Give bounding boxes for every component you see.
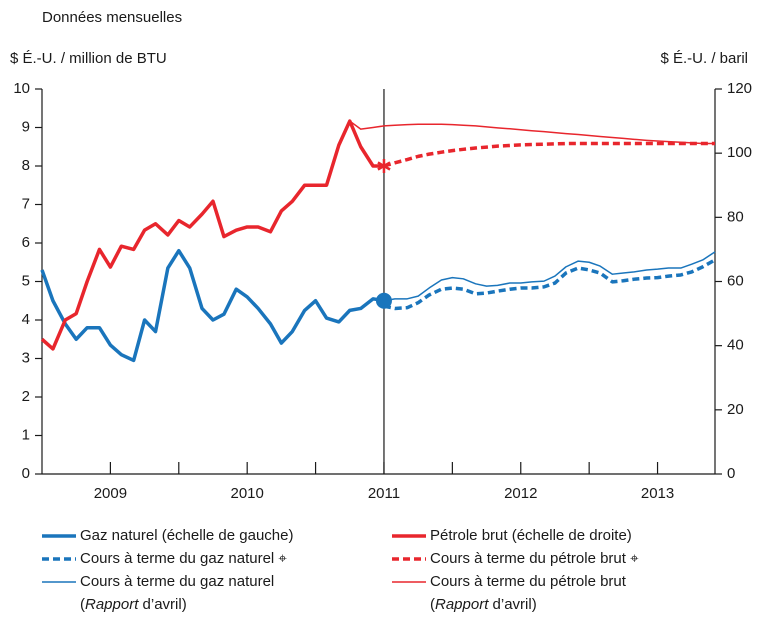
series-line: [40, 248, 385, 363]
y-tick-label: 7: [22, 195, 30, 212]
series-line: [349, 120, 715, 145]
subtitle: Données mensuelles: [42, 9, 182, 26]
y2-tick-label: 80: [727, 208, 744, 225]
y2-axis-title: $ É.-U. / baril: [660, 50, 748, 67]
y-tick-label: 9: [22, 118, 30, 135]
legend-label: Cours à terme du pétrole brut ⌖: [430, 550, 639, 567]
y-tick-label: 8: [22, 157, 30, 174]
y-tick-label: 5: [22, 272, 30, 289]
legend-note-part: Rapport: [435, 596, 489, 613]
series-line: [383, 141, 715, 168]
y2-tick-label: 120: [727, 80, 752, 97]
y-tick-label: 0: [22, 465, 30, 482]
x-tick-label: 2010: [230, 485, 263, 502]
legend-note-part: d’avril): [138, 596, 186, 613]
series-line: [383, 251, 716, 302]
x-tick-label: 2009: [94, 485, 127, 502]
legend-label: Pétrole brut (échelle de droite): [430, 527, 632, 544]
series-line: [40, 119, 384, 351]
y-tick-label: 6: [22, 234, 30, 251]
legend-note: (Rapport d’avril): [430, 596, 537, 613]
y2-tick-label: 40: [727, 337, 744, 354]
y2-tick-label: 60: [727, 272, 744, 289]
y-tick-label: 10: [13, 80, 30, 97]
x-tick-label: 2011: [368, 485, 400, 502]
legend-label: Cours à terme du gaz naturel: [80, 573, 274, 590]
y-tick-label: 2: [22, 388, 30, 405]
legend-note-part: (: [80, 596, 85, 613]
legend-note-part: d’avril): [488, 596, 536, 613]
legend-label: Cours à terme du pétrole brut: [430, 573, 627, 590]
legend-note-part: Rapport: [85, 596, 139, 613]
legend-note-part: (: [430, 596, 435, 613]
y2-tick-label: 20: [727, 401, 744, 418]
y-axis-title: $ É.-U. / million de BTU: [10, 50, 167, 67]
series-line: [383, 258, 716, 311]
legend-label: Gaz naturel (échelle de gauche): [80, 527, 293, 544]
x-tick-label: 2013: [641, 485, 674, 502]
y2-tick-label: 0: [727, 465, 735, 482]
y-tick-label: 3: [22, 349, 30, 366]
y-tick-label: 4: [22, 311, 30, 328]
x-tick-label: 2012: [504, 485, 537, 502]
legend-label: Cours à terme du gaz naturel ⌖: [80, 550, 287, 567]
legend-note: (Rapport d’avril): [80, 596, 187, 613]
y-tick-label: 1: [22, 426, 30, 443]
y2-tick-label: 100: [727, 144, 752, 161]
